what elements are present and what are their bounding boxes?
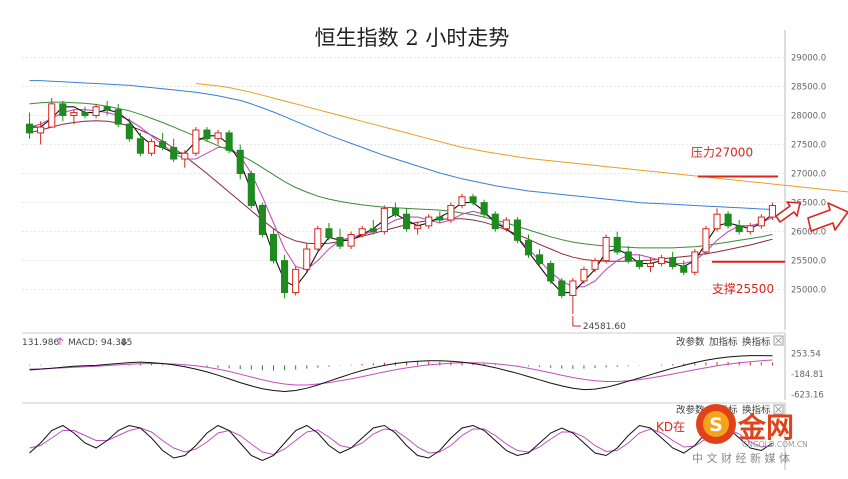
candlestick	[725, 211, 731, 228]
macd-left-cut-value: 131.986	[22, 338, 59, 348]
price-tick-labels: 29000.028500.028000.027500.027000.026500…	[791, 53, 826, 295]
candlestick	[448, 203, 454, 223]
price-tick-label: 29000.0	[791, 53, 826, 63]
price-tick-label: 26000.0	[791, 228, 826, 238]
price-tick-label: 27000.0	[791, 170, 826, 180]
candlestick	[248, 171, 254, 209]
kd-annotation: KD在	[656, 420, 685, 434]
price-tick-label: 25000.0	[791, 286, 826, 296]
candlestick	[481, 200, 487, 217]
candlestick	[226, 130, 232, 153]
candlestick	[381, 205, 387, 234]
candlestick	[259, 203, 265, 238]
candlestick	[348, 232, 354, 249]
macd-btn-edit-params[interactable]: 改参数	[676, 336, 705, 348]
candlestick	[559, 278, 565, 298]
candlestick	[548, 261, 554, 284]
candlestick	[769, 203, 775, 220]
candlestick	[282, 255, 288, 299]
candlestick	[514, 217, 520, 243]
support-label: 支撑25500	[712, 281, 774, 296]
cngold-site: CNGOLD.COM.CN	[742, 440, 808, 449]
candlestick	[293, 266, 299, 295]
macd-tick-label: -623.16	[791, 390, 824, 400]
price-tick-label: 28500.0	[791, 82, 826, 92]
candlestick	[581, 266, 587, 283]
price-tick-label: 27500.0	[791, 141, 826, 151]
macd-tick-label: 253.54	[791, 350, 821, 360]
resistance-label: 压力27000	[691, 145, 753, 159]
price-tick-label: 28000.0	[791, 111, 826, 121]
candlestick	[148, 139, 154, 156]
candlestick	[193, 127, 199, 156]
cngold-logo-glyph: S	[709, 414, 723, 436]
macd-label: MACD: 94.385	[68, 338, 132, 348]
chart-title: 恒生指数 2 小时走势	[315, 26, 510, 50]
candlestick	[692, 249, 698, 275]
macd-btn-add-indicator[interactable]: 加指标	[709, 336, 738, 348]
cngold-slogan: 中 文 财 经 新 媒 体	[692, 451, 790, 465]
macd-tick-label: -184.81	[791, 370, 824, 380]
macd-btn-switch-indicator[interactable]: 换指标	[742, 336, 771, 348]
candlestick	[492, 211, 498, 231]
candlestick	[603, 235, 609, 264]
candlestick	[315, 226, 321, 252]
price-tick-label: 25500.0	[791, 257, 826, 267]
low-value-label: 24581.60	[583, 322, 626, 332]
macd-tick-labels: 253.54 -184.81 -623.16	[791, 350, 824, 401]
candlestick	[703, 226, 709, 255]
